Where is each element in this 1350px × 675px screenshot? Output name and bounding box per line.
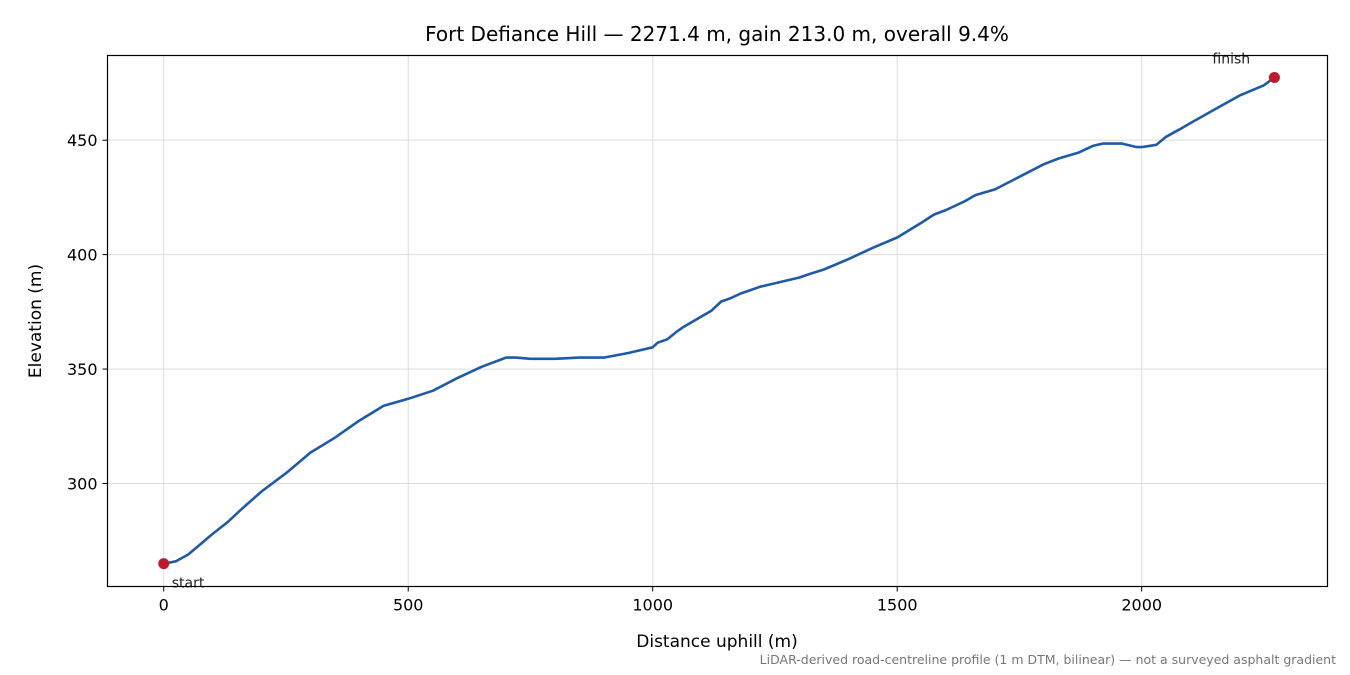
x-axis-label: Distance uphill (m): [636, 632, 797, 652]
data-source-caption: LiDAR-derived road-centreline profile (1…: [760, 652, 1336, 667]
x-tick-label: 500: [393, 596, 424, 615]
x-tick-label: 0: [159, 596, 169, 615]
x-tick-label: 2000: [1121, 596, 1162, 615]
grid-lines: [107, 55, 1328, 587]
finish-marker: [1268, 71, 1280, 83]
y-tick-label: 400: [67, 246, 98, 265]
axis-ticks: 0 500 1000 1500 2000 300 350 400 450: [67, 131, 1162, 614]
x-tick-label: 1000: [632, 596, 673, 615]
plot-area: start finish: [158, 51, 1280, 592]
plot-frame: [106, 54, 1329, 588]
y-tick-label: 350: [67, 360, 98, 379]
y-axis-label: Elevation (m): [26, 264, 46, 378]
y-tick-label: 300: [67, 475, 98, 494]
y-tick-label: 450: [67, 131, 98, 150]
x-tick-label: 1500: [877, 596, 918, 615]
start-marker: [158, 558, 170, 570]
finish-annotation: finish: [1212, 51, 1250, 67]
start-annotation: start: [172, 576, 205, 592]
elevation-series-line: [162, 76, 1276, 565]
chart-title: Fort Defiance Hill — 2271.4 m, gain 213.…: [425, 22, 1009, 46]
